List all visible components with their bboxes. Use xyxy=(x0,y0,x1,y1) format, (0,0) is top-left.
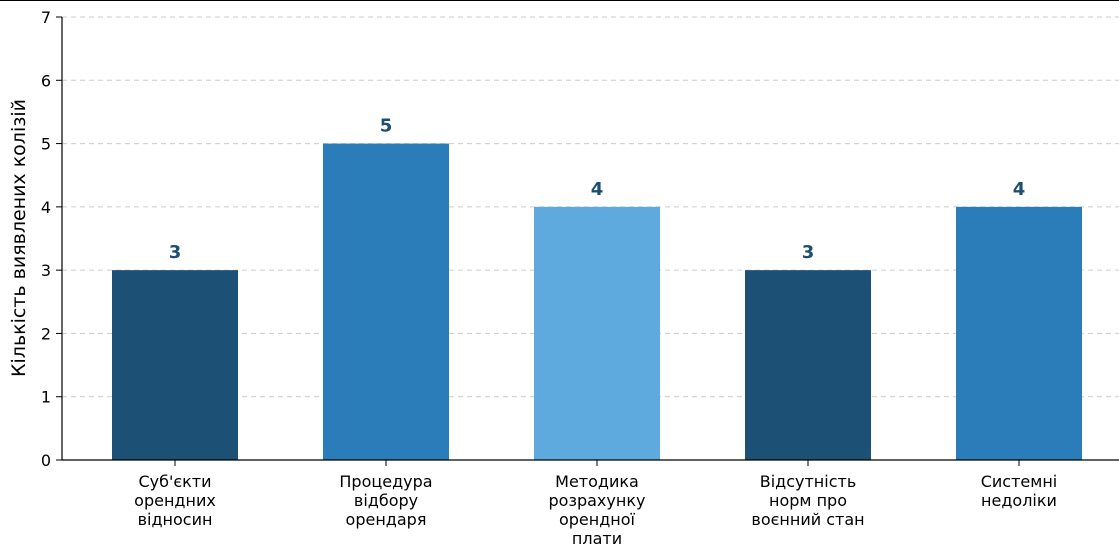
y-tick-label: 6 xyxy=(41,71,51,90)
data-label: 3 xyxy=(169,242,182,263)
y-tick-label: 1 xyxy=(41,388,51,407)
x-tick-label-line: Методика xyxy=(555,472,639,491)
y-tick-label: 0 xyxy=(41,451,51,470)
x-tick-label: Методика розрахунку орендної плати xyxy=(549,472,646,546)
x-tick-label-line: Системні xyxy=(981,472,1058,491)
y-tick-label: 7 xyxy=(41,8,51,27)
y-tick-label: 2 xyxy=(41,324,51,343)
x-tick-label-line: плати xyxy=(572,529,622,546)
bar xyxy=(956,206,1082,460)
y-tick-label: 3 xyxy=(41,261,51,280)
labels: 0 1 2 3 4 5 6 7 3 Суб'єкти орендних відносин 5 Процед… xyxy=(41,8,1058,548)
bar xyxy=(534,206,660,460)
bars xyxy=(112,143,1082,461)
bar xyxy=(112,270,238,460)
data-label: 4 xyxy=(591,179,604,200)
x-tick-label-line: воєнний стан xyxy=(751,510,864,529)
x-tick-label-line: орендної xyxy=(559,510,636,529)
data-label: 5 xyxy=(380,116,393,137)
bar xyxy=(323,143,449,461)
bar xyxy=(745,270,871,460)
data-label: 3 xyxy=(802,242,815,263)
y-tick-label: 5 xyxy=(41,135,51,154)
x-tick-label-line: норм про xyxy=(769,491,847,510)
x-tick-label-line: відбору xyxy=(354,491,418,510)
x-tick-label-line: орендних xyxy=(134,491,216,510)
x-tick-label-line: Відсутність xyxy=(760,472,857,491)
x-tick-label-line: Суб'єкти xyxy=(138,472,211,491)
x-tick-label: Суб'єкти орендних відносин xyxy=(134,472,216,529)
x-tick-label: Системні недоліки xyxy=(981,472,1058,510)
x-tick-label-line: орендаря xyxy=(346,510,427,529)
y-axis-title: Кількість виявлених колізій xyxy=(8,99,30,377)
x-tick-label: Відсутність норм про воєнний стан xyxy=(751,472,864,529)
x-tick-label-line: недоліки xyxy=(981,491,1057,510)
y-tick-label: 4 xyxy=(41,198,51,217)
x-tick-label-line: Процедура xyxy=(339,472,432,491)
x-tick-label-line: відносин xyxy=(138,510,213,529)
x-tick-label-line: розрахунку xyxy=(549,491,646,510)
data-label: 4 xyxy=(1013,179,1026,200)
x-tick-label: Процедура відбору орендаря xyxy=(339,472,432,529)
axes xyxy=(0,0,1119,466)
